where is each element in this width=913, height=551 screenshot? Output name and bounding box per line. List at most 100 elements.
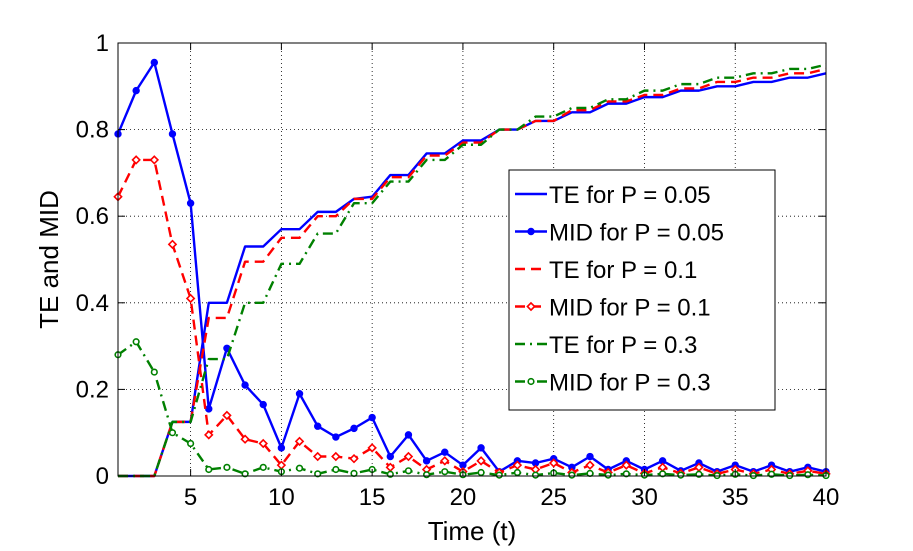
x-tick-label: 20 — [450, 484, 477, 511]
series-6-point — [568, 471, 576, 479]
series-4-point — [240, 434, 250, 444]
legend-marker-6 — [527, 377, 535, 386]
series-6-point — [423, 471, 431, 479]
series-6-point — [477, 468, 485, 477]
series-2-point — [186, 199, 195, 207]
series-6-point — [241, 470, 249, 478]
series-2-point — [313, 422, 322, 430]
series-6-point — [677, 471, 685, 479]
legend-label-2: MID for P = 0.05 — [549, 220, 724, 247]
series-6-point — [604, 471, 612, 479]
series-4-point — [204, 430, 214, 440]
series-6-point — [531, 471, 540, 479]
series-2-point — [132, 86, 140, 95]
series-4-point — [258, 438, 268, 449]
y-tick-label: 0.6 — [76, 203, 109, 230]
legend-marker-2 — [527, 227, 535, 236]
series-6-point — [622, 470, 630, 478]
series-6-point — [205, 465, 213, 474]
series-line-4 — [116, 158, 827, 476]
series-4-point — [440, 456, 450, 466]
series-4-point — [149, 155, 160, 165]
series-4-point — [185, 293, 196, 304]
series-line-6 — [117, 340, 827, 477]
series-2-point — [368, 413, 376, 422]
series-4-point — [512, 460, 523, 470]
y-tick-label: 1 — [96, 30, 109, 57]
series-5 — [118, 63, 827, 478]
series-2-point — [422, 457, 431, 465]
series-line-2 — [116, 61, 827, 473]
series-4-point — [131, 155, 141, 165]
y-tick-label: 0.2 — [76, 376, 109, 403]
series-4-point — [167, 239, 178, 250]
series-6-point — [659, 470, 667, 478]
series-1 — [118, 72, 827, 478]
x-tick-label: 30 — [631, 484, 658, 511]
series-4-point — [222, 410, 232, 421]
series-4-point — [548, 458, 559, 468]
series-2-point — [295, 390, 304, 398]
series-6-point — [441, 468, 449, 476]
y-tick-label: 0.8 — [76, 117, 109, 144]
series-6-point — [804, 471, 812, 479]
x-tick-label: 40 — [813, 484, 840, 511]
series-6-point — [495, 471, 503, 479]
series-6-point — [586, 469, 594, 478]
y-axis-label: TE and MID — [34, 190, 64, 329]
x-tick-label: 25 — [540, 484, 567, 511]
series-4-point — [403, 451, 414, 462]
series-2-point — [386, 452, 395, 461]
series-2-point — [477, 444, 485, 452]
series-6-point — [295, 464, 304, 472]
series-2-point — [586, 452, 594, 461]
series-line-1 — [118, 72, 827, 478]
series-4-point — [621, 460, 632, 470]
series-4-point — [331, 451, 341, 462]
legend-label-5: TE for P = 0.3 — [549, 332, 697, 359]
x-tick-label: 10 — [268, 484, 295, 511]
series-2-point — [168, 130, 177, 138]
series-4-point — [349, 453, 359, 464]
x-tick-label: 5 — [184, 484, 197, 511]
series-6-point — [168, 429, 177, 437]
legend-marker-4 — [526, 301, 536, 312]
axes-frame — [117, 42, 827, 477]
y-tick-label: 0 — [96, 463, 109, 490]
series-3 — [118, 67, 827, 478]
series-4-point — [367, 443, 377, 453]
series-6-point — [150, 368, 158, 376]
series-6-point — [223, 463, 231, 471]
legend-label-4: MID for P = 0.1 — [549, 295, 711, 322]
series-6-point — [404, 467, 413, 475]
series-2-point — [441, 448, 449, 456]
legend-label-1: TE for P = 0.05 — [549, 182, 711, 209]
series-4-point — [585, 460, 595, 470]
series-4-point — [294, 436, 305, 447]
series-2-point — [332, 433, 340, 441]
x-axis-label: Time (t) — [428, 516, 517, 546]
series-6-point — [132, 338, 140, 346]
series-2-point — [241, 381, 249, 389]
series-6-point — [259, 463, 267, 471]
axis-ticks: 5 10 15 20 25 30 35 40 0 0.2 0.4 0.6 0.8 1 — [76, 30, 840, 511]
series-4-point — [312, 451, 323, 462]
x-tick-label: 15 — [359, 484, 386, 511]
series-6 — [114, 338, 830, 480]
series-2-point — [205, 405, 213, 413]
series-6-point — [314, 470, 322, 478]
x-tick-label: 35 — [722, 484, 749, 511]
series-2-point — [150, 58, 159, 67]
series-6-point — [513, 468, 521, 477]
series-6-point — [187, 439, 195, 448]
series-2-point — [350, 424, 358, 433]
series-line-3 — [118, 67, 827, 478]
series-4-point — [476, 456, 486, 466]
legend-label-6: MID for P = 0.3 — [549, 370, 711, 397]
series-2-point — [404, 431, 413, 439]
legend: TE for P = 0.05 MID for P = 0.05 TE for P … — [508, 169, 776, 411]
legend-label-3: TE for P = 0.1 — [549, 257, 697, 284]
y-tick-label: 0.4 — [76, 290, 109, 317]
series-6-point — [332, 465, 340, 474]
